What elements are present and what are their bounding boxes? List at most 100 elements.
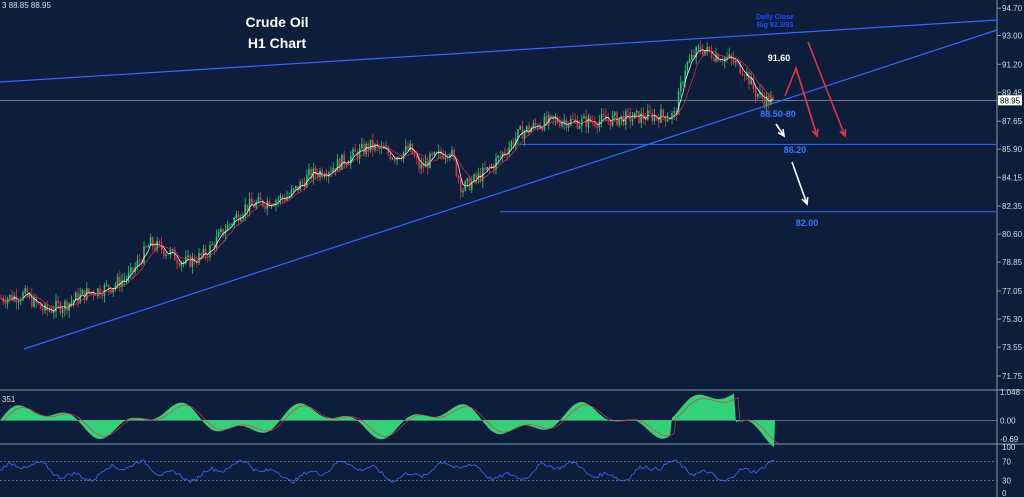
candle-body [438, 150, 440, 153]
candle-body [649, 110, 651, 113]
candle-body [218, 232, 220, 237]
candle-body [473, 174, 475, 181]
candle-body [418, 158, 420, 169]
macd-panel: 351 1.048 0.00 -0.69 [0, 388, 1021, 448]
candle-body [180, 262, 183, 267]
candle-body [288, 195, 290, 198]
y-tick-label: 91.20 [1002, 60, 1023, 69]
red-arrow-short [795, 67, 818, 137]
candle-body [259, 197, 262, 201]
candle-body [222, 228, 224, 236]
candle-body [158, 240, 161, 244]
candle-body [614, 112, 616, 116]
rsi-tick-label: 0 [1002, 489, 1007, 497]
candle-body [79, 293, 81, 303]
candle-body [149, 237, 152, 246]
candle-body [224, 231, 227, 236]
candle-body [26, 288, 29, 297]
candle-body [44, 304, 46, 311]
white-arrow-long-head [801, 196, 809, 206]
candle-body [504, 152, 506, 155]
candle-body [578, 125, 581, 129]
y-tick-label: 94.70 [1002, 4, 1023, 13]
candle-body [53, 311, 55, 313]
candle-body [37, 302, 40, 304]
candle-body [431, 153, 433, 156]
candle-body [457, 176, 460, 180]
candle-body [460, 179, 462, 193]
candle-body [77, 292, 79, 303]
candle-body [693, 54, 695, 58]
candle-body [207, 256, 209, 258]
candle-body [321, 170, 323, 177]
candle-body [664, 116, 667, 122]
level-label-91-60: 91.60 [768, 53, 791, 63]
candle-body [213, 244, 216, 249]
y-tick-label: 93.00 [1002, 31, 1023, 40]
rsi-tick-label: 30 [1002, 477, 1011, 486]
candle-body [152, 237, 154, 247]
candle-body [671, 112, 673, 119]
candle-body [75, 292, 77, 301]
candle-body [532, 122, 535, 128]
candle-body [479, 173, 482, 182]
candle-body [9, 294, 11, 299]
candle-body [317, 174, 319, 178]
current-price-box [998, 95, 1022, 106]
candle-body [235, 214, 238, 219]
candle-body [501, 152, 504, 157]
candle-body [699, 46, 702, 51]
candle-body [607, 119, 609, 121]
candle-body [402, 151, 405, 159]
candle-body [266, 201, 268, 209]
candle-body [752, 77, 755, 89]
candle-body [748, 72, 750, 85]
candle-body [391, 158, 394, 160]
candle-body [244, 204, 246, 216]
candle-body [510, 141, 513, 148]
candle-body [618, 118, 620, 126]
candle-body [442, 154, 444, 159]
candle-body [31, 294, 33, 307]
candle-body [11, 294, 13, 301]
candle-body [92, 292, 95, 296]
candle-body [398, 157, 400, 159]
candle-body [405, 146, 407, 152]
candle-body [552, 115, 554, 119]
candle-body [334, 168, 337, 171]
candle-body [226, 224, 229, 232]
candle-body [101, 295, 103, 297]
candle-body [446, 157, 449, 158]
red-arrow-long [807, 41, 846, 137]
candle-body [706, 46, 708, 51]
candle-body [46, 304, 48, 311]
candle-body [765, 95, 768, 107]
candle-body [90, 292, 92, 293]
candle-body [143, 246, 145, 264]
candle-body [83, 290, 86, 300]
rsi-line [0, 459, 775, 484]
candle-body [416, 156, 418, 159]
candle-body [284, 198, 286, 201]
candle-body [523, 131, 526, 140]
candle-body [330, 171, 332, 173]
candle-body [55, 300, 57, 312]
candle-body [50, 310, 53, 313]
candle-body [497, 156, 499, 159]
candle-body [257, 197, 260, 203]
candle-body [682, 82, 684, 84]
candle-body [477, 173, 480, 179]
candle-body [72, 300, 75, 302]
candle-body [581, 118, 583, 126]
candle-body [743, 75, 746, 77]
candle-body [33, 296, 35, 307]
candle-body [484, 167, 486, 170]
candle-body [28, 294, 31, 297]
candle-body [66, 301, 68, 311]
candle-body [475, 174, 477, 179]
candle-body [631, 118, 634, 122]
candle-body [185, 257, 187, 263]
candle-body [735, 60, 737, 63]
candle-body [229, 224, 231, 226]
